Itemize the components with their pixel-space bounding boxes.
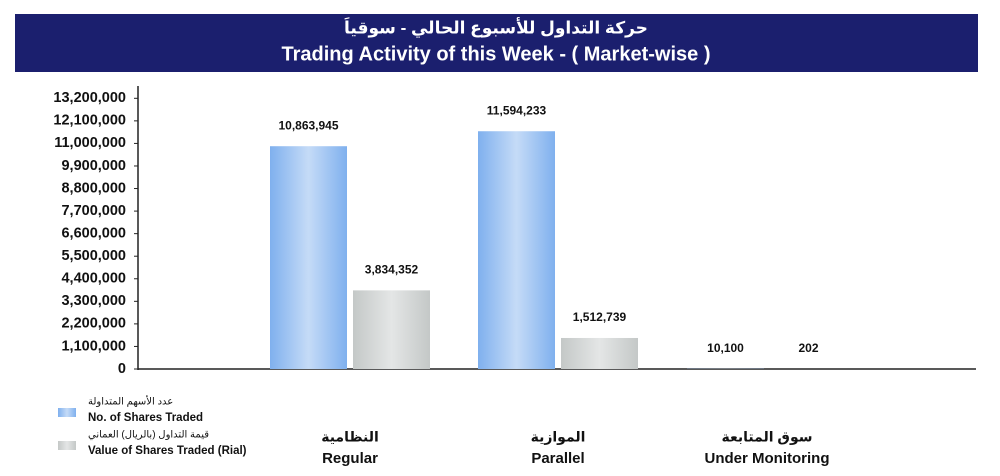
bar (478, 131, 555, 369)
y-tick-label: 3,300,000 (61, 293, 126, 309)
y-tick-label: 1,100,000 (61, 338, 126, 354)
y-tick-label: 12,100,000 (53, 113, 126, 129)
y-tick-label: 0 (118, 361, 126, 377)
y-tick-label: 13,200,000 (53, 90, 126, 106)
x-tick-label: Parallel (531, 450, 584, 467)
header-band (15, 14, 978, 72)
x-tick-label-arabic: الموازية (531, 429, 586, 446)
bar (353, 290, 430, 369)
chart-title: Trading Activity of this Week - ( Market… (282, 43, 711, 65)
data-label: 1,512,739 (573, 310, 627, 324)
legend-label-arabic: قيمة التداول (بالريال) العماني (88, 430, 209, 441)
x-tick-label-arabic: سوق المتابعة (721, 429, 812, 446)
bar (270, 146, 347, 369)
y-tick-label: 4,400,000 (61, 271, 126, 287)
data-label: 11,594,233 (487, 103, 547, 117)
bar (561, 337, 638, 369)
data-label: 202 (798, 341, 818, 355)
legend-swatch (58, 408, 76, 417)
y-tick-label: 6,600,000 (61, 225, 126, 241)
legend-swatch (58, 441, 76, 450)
y-tick-label: 8,800,000 (61, 180, 126, 196)
chart-title-arabic: حركة التداول للأسبوع الحالي - سوقياَ (344, 17, 648, 39)
y-tick-label: 9,900,000 (61, 158, 126, 174)
data-label: 10,100 (707, 341, 744, 355)
data-label: 3,834,352 (365, 263, 419, 277)
x-tick-label: Regular (322, 450, 378, 467)
legend-label: No. of Shares Traded (88, 412, 203, 424)
x-tick-label: Under Monitoring (705, 450, 830, 467)
y-tick-label: 11,000,000 (54, 135, 126, 151)
y-tick-label: 5,500,000 (61, 248, 126, 264)
y-tick-label: 7,700,000 (61, 203, 126, 219)
legend-label: Value of Shares Traded (Rial) (88, 445, 247, 457)
y-tick-label: 2,200,000 (61, 316, 126, 332)
x-tick-label-arabic: النظامية (321, 429, 379, 445)
legend-label-arabic: عدد الأسهم المتداولة (88, 395, 173, 408)
data-label: 10,863,945 (278, 118, 338, 132)
